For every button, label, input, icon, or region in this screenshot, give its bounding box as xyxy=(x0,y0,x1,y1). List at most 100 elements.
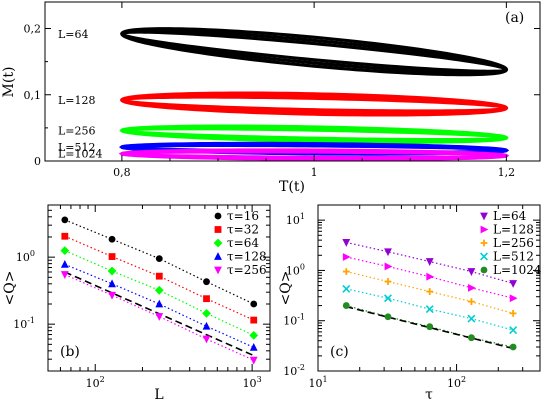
point-128 xyxy=(202,321,211,330)
legend-label-16: τ=16 xyxy=(227,209,259,223)
x-tick-label-a: 0,8 xyxy=(113,166,131,179)
point-32 xyxy=(155,272,163,280)
series-line-32 xyxy=(64,235,254,321)
point-128 xyxy=(108,279,116,288)
y-tick-label: 10-1 xyxy=(283,313,305,328)
y-tick-label-a: 0 xyxy=(34,155,41,168)
point-l-256 xyxy=(426,288,434,295)
legend-marker-128 xyxy=(214,252,222,260)
loop-label-l-64: L=64 xyxy=(58,28,89,41)
panel-c-frame xyxy=(317,204,541,372)
point-32 xyxy=(108,253,116,260)
x-tick-label: 101 xyxy=(308,375,327,390)
legend-marker-64 xyxy=(213,238,223,248)
point-l-256 xyxy=(468,298,475,305)
loop-l-256-trace-2 xyxy=(120,124,509,144)
point-64 xyxy=(202,308,211,318)
point-l-1024 xyxy=(468,334,475,342)
series-line-64 xyxy=(64,250,254,336)
point-l-64 xyxy=(467,268,476,276)
y-tick-label: 100 xyxy=(286,262,305,277)
point-l-1024 xyxy=(426,323,434,331)
legend-label-256: τ=256 xyxy=(227,263,267,277)
point-128 xyxy=(60,259,69,268)
panel-a-ylabel: M(t) xyxy=(1,67,17,98)
point-l-64 xyxy=(342,239,351,247)
panel-b-frame xyxy=(47,204,271,372)
point-256 xyxy=(60,271,69,279)
legend-marker-32 xyxy=(214,226,222,233)
point-128 xyxy=(249,342,258,351)
legend-label-64: τ=64 xyxy=(227,236,259,250)
point-l-256 xyxy=(342,268,350,275)
point-16 xyxy=(250,300,258,308)
point-64 xyxy=(249,330,259,340)
panel-b-label: (b) xyxy=(60,344,80,360)
point-l-512 xyxy=(342,284,351,293)
panel-a-loops xyxy=(118,27,510,162)
panel-c-label: (c) xyxy=(330,344,349,360)
legend-label-l-128: L=128 xyxy=(493,223,534,237)
legend-label-l-512: L=512 xyxy=(493,250,534,264)
panel-c-ylabel: <Q> xyxy=(278,271,294,306)
point-l-512 xyxy=(384,294,392,303)
x-tick-label: 103 xyxy=(243,375,262,390)
point-l-512 xyxy=(509,326,518,335)
legend-marker-16 xyxy=(214,212,222,220)
legend-marker-256 xyxy=(214,266,222,275)
legend-label-l-256: L=256 xyxy=(493,236,534,250)
legend-marker-l-128 xyxy=(480,225,489,234)
point-l-64 xyxy=(425,258,434,266)
point-64 xyxy=(60,246,70,256)
point-l-128 xyxy=(509,294,518,303)
loop-l-64-trace-2 xyxy=(120,27,509,77)
loop-label-l-512: L=512 xyxy=(58,141,96,154)
point-32 xyxy=(61,232,69,240)
y-tick-label-a: 0,2 xyxy=(24,23,42,36)
point-l-512 xyxy=(467,314,476,323)
legend-marker-l-256 xyxy=(480,239,488,247)
point-l-1024 xyxy=(384,313,392,321)
legend-label-32: τ=32 xyxy=(227,223,259,237)
series-line-l-128 xyxy=(346,256,514,299)
y-tick-label: 10-1 xyxy=(13,316,35,331)
loop-label-l-256: L=256 xyxy=(58,125,96,138)
point-256 xyxy=(108,291,116,300)
series-line-l-512 xyxy=(346,288,514,331)
point-256 xyxy=(249,356,258,365)
point-l-128 xyxy=(426,272,435,281)
y-tick-label: 100 xyxy=(16,249,35,264)
point-16 xyxy=(203,278,210,286)
x-tick-label: 102 xyxy=(86,375,105,390)
loop-label-l-1024: L=1024 xyxy=(58,148,103,161)
series-line-16 xyxy=(64,219,254,305)
point-l-64 xyxy=(384,248,392,257)
legend-marker-l-512 xyxy=(480,252,488,261)
panel-b: 102 103 10-1 100 (b) L <Q> τ=16τ=32τ=64τ=12… xyxy=(2,204,271,403)
point-l-256 xyxy=(384,278,392,285)
panel-c-xlabel: τ xyxy=(425,387,433,403)
series-line-l-256 xyxy=(346,270,514,314)
point-l-128 xyxy=(468,283,476,292)
point-16 xyxy=(108,235,116,243)
panel-a: 0,8 1 1,2 0 0,1 0,2 (a) T(t) M(t) L=64 L=128 L=… xyxy=(1,1,541,195)
point-l-128 xyxy=(342,253,351,261)
legend-label-128: τ=128 xyxy=(227,250,267,264)
panel-a-frame xyxy=(44,1,541,162)
panel-a-xlabel: T(t) xyxy=(279,179,305,195)
x-tick-label-a: 1 xyxy=(311,166,318,179)
loop-l-128-trace-2 xyxy=(120,91,509,117)
point-256 xyxy=(202,335,211,344)
legend-marker-l-64 xyxy=(480,212,488,221)
legend-label-l-1024: L=1024 xyxy=(493,263,542,277)
panel-b-xlabel: L xyxy=(154,387,163,403)
x-tick-label: 102 xyxy=(447,375,466,390)
point-64 xyxy=(154,285,164,295)
y-tick-label-a: 0,1 xyxy=(24,89,42,102)
panel-c: 101 102 10-2 10-1 100 101 (c) τ <Q> L=64L=128… xyxy=(278,204,542,403)
series-line-256 xyxy=(64,274,254,361)
point-l-1024 xyxy=(342,302,350,309)
